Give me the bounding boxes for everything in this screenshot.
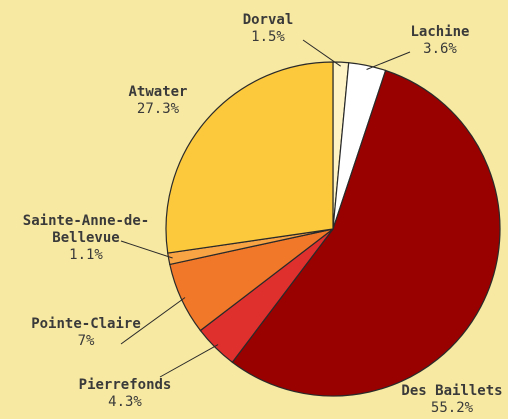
slice-name: Sainte-Anne-de-Bellevue xyxy=(22,213,150,246)
slice-name: Pointe-Claire xyxy=(31,316,141,332)
slice-name: Dorval xyxy=(242,12,294,28)
slice-value: 1.5% xyxy=(251,29,285,45)
slice-label: Sainte-Anne-de-Bellevue 1.1% xyxy=(16,213,156,264)
slice-label: Dorval 1.5% xyxy=(223,12,313,46)
slice-value: 7% xyxy=(77,333,95,349)
leader-line xyxy=(159,344,219,378)
slice-label: Pointe-Claire 7% xyxy=(21,316,151,350)
slice-name: Atwater xyxy=(128,84,188,100)
slice-label: Pierrefonds 4.3% xyxy=(60,377,190,411)
pie-slice xyxy=(165,61,334,254)
slice-value: 27.3% xyxy=(136,101,180,117)
slice-label: Atwater 27.3% xyxy=(103,84,213,118)
slice-name: Pierrefonds xyxy=(78,377,172,393)
slice-label: Lachine 3.6% xyxy=(395,24,485,58)
pie-slice xyxy=(231,69,501,397)
slice-name: Des Baillets xyxy=(401,383,503,399)
leader-line xyxy=(120,240,173,259)
slice-value: 1.1% xyxy=(69,247,103,263)
leader-line xyxy=(302,39,341,67)
slice-value: 3.6% xyxy=(423,41,457,57)
slice-value: 55.2% xyxy=(430,400,474,416)
leader-line xyxy=(366,51,411,70)
slice-label: Des Baillets 55.2% xyxy=(387,383,508,417)
slice-name: Lachine xyxy=(410,24,470,40)
slice-value: 4.3% xyxy=(108,394,142,410)
leader-line xyxy=(120,297,186,345)
